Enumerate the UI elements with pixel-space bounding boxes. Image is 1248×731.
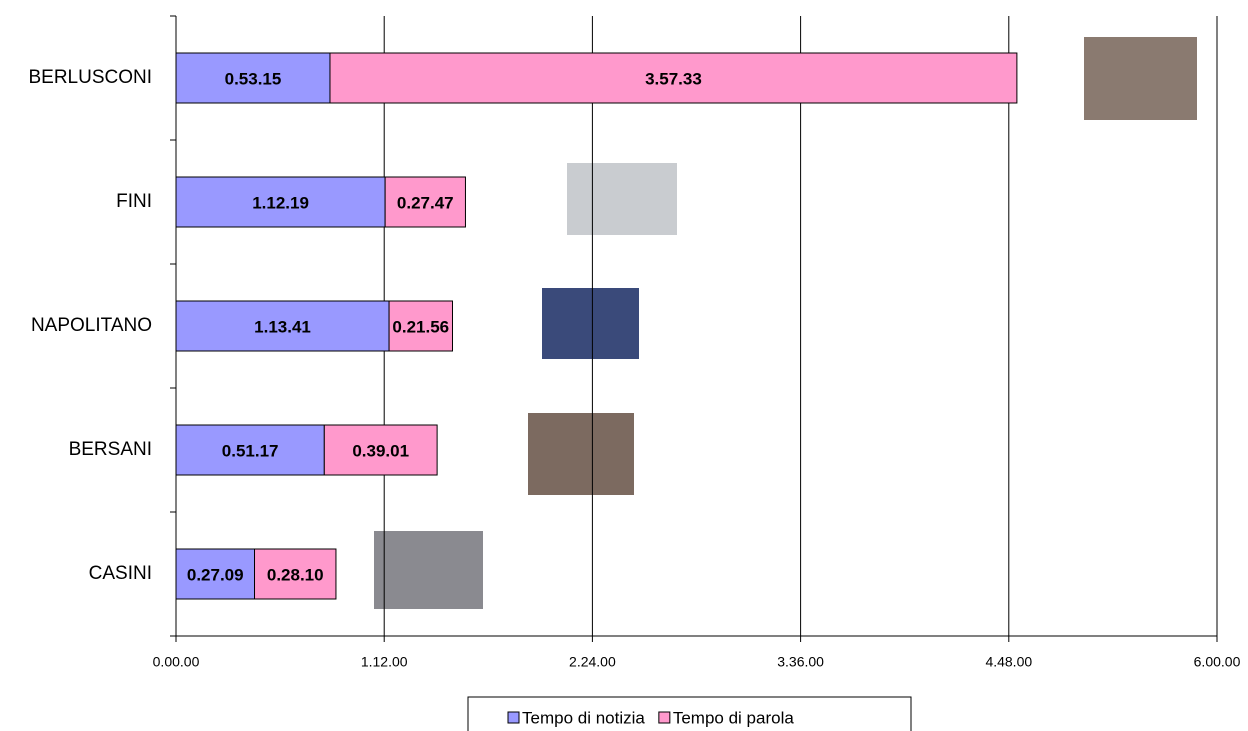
x-tick-label: 6.00.00 (1194, 654, 1241, 670)
legend-label: Tempo di parola (673, 708, 795, 727)
photos (374, 37, 1197, 609)
photo (567, 163, 677, 235)
value-label: 1.13.41 (254, 317, 311, 336)
value-label: 0.53.15 (225, 69, 282, 88)
y-tick-label: NAPOLITANO (31, 315, 152, 336)
y-tick-label: FINI (116, 191, 152, 212)
chart: 0.00.00 1.12.00 2.24.00 3.36.00 4.48.00 6.00.… (0, 0, 1248, 731)
photo (528, 413, 634, 495)
value-label: 0.39.01 (352, 441, 409, 460)
x-tick-label: 1.12.00 (361, 654, 408, 670)
x-tick-label: 0.00.00 (153, 654, 200, 670)
legend-label: Tempo di notizia (522, 708, 645, 727)
legend-swatch (508, 712, 519, 723)
value-label: 0.27.09 (187, 565, 244, 584)
x-tick-label: 4.48.00 (985, 654, 1032, 670)
value-label: 3.57.33 (645, 69, 702, 88)
y-tick-label: BERLUSCONI (28, 67, 152, 88)
photo (374, 531, 483, 609)
legend-swatch (659, 712, 670, 723)
x-tick-label: 2.24.00 (569, 654, 616, 670)
value-label: 0.28.10 (267, 565, 324, 584)
value-label: 0.51.17 (222, 441, 279, 460)
y-tick-label: CASINI (89, 563, 152, 584)
value-label: 0.27.47 (397, 193, 454, 212)
photo (542, 288, 639, 359)
value-label: 1.12.19 (252, 193, 309, 212)
value-label: 0.21.56 (392, 317, 449, 336)
y-tick-label: BERSANI (69, 439, 152, 460)
photo (1084, 37, 1197, 120)
x-tick-label: 3.36.00 (777, 654, 824, 670)
